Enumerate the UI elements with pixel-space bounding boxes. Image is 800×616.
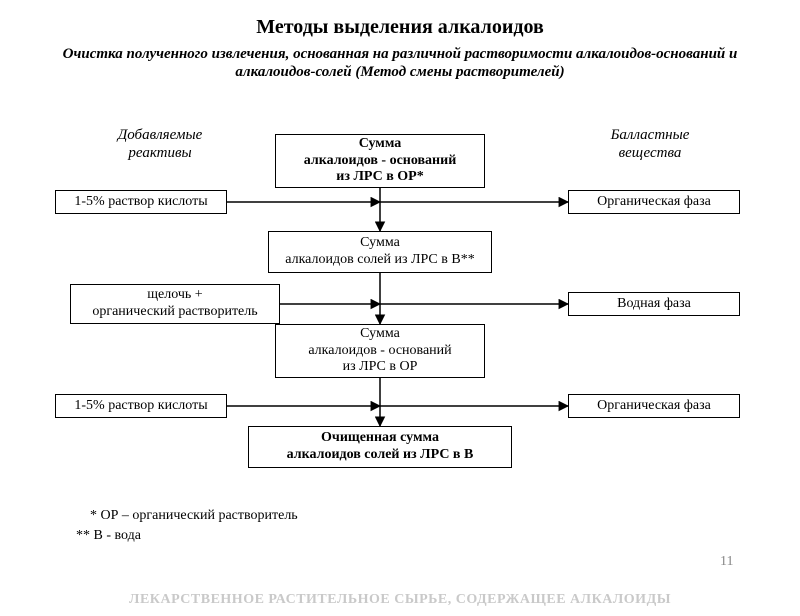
- node-r2: Водная фаза: [568, 292, 740, 316]
- footnote-or: * ОР – органический растворитель: [90, 508, 298, 524]
- node-r3: Органическая фаза: [568, 394, 740, 418]
- footer-caption: ЛЕКАРСТВЕННОЕ РАСТИТЕЛЬНОЕ СЫРЬЕ, СОДЕРЖ…: [0, 592, 800, 608]
- node-c3: Суммаалкалоидов - основанийиз ЛРС в ОР: [275, 324, 485, 378]
- node-l2: щелочь +органический растворитель: [70, 284, 280, 324]
- page-title: Методы выделения алкалоидов: [0, 16, 800, 39]
- footnote-v: ** В - вода: [76, 528, 141, 544]
- node-c4: Очищенная суммаалкалоидов солей из ЛРС в…: [248, 426, 512, 468]
- page-number: 11: [720, 554, 733, 570]
- node-c2: Суммаалкалоидов солей из ЛРС в В**: [268, 231, 492, 273]
- right-column-label: Балластныевещества: [580, 126, 720, 162]
- left-column-label: Добавляемыереактивы: [90, 126, 230, 162]
- node-l3: 1-5% раствор кислоты: [55, 394, 227, 418]
- node-l1: 1-5% раствор кислоты: [55, 190, 227, 214]
- page-subtitle: Очистка полученного извлечения, основанн…: [40, 45, 760, 81]
- node-r1: Органическая фаза: [568, 190, 740, 214]
- node-c1: Суммаалкалоидов - основанийиз ЛРС в ОР*: [275, 134, 485, 188]
